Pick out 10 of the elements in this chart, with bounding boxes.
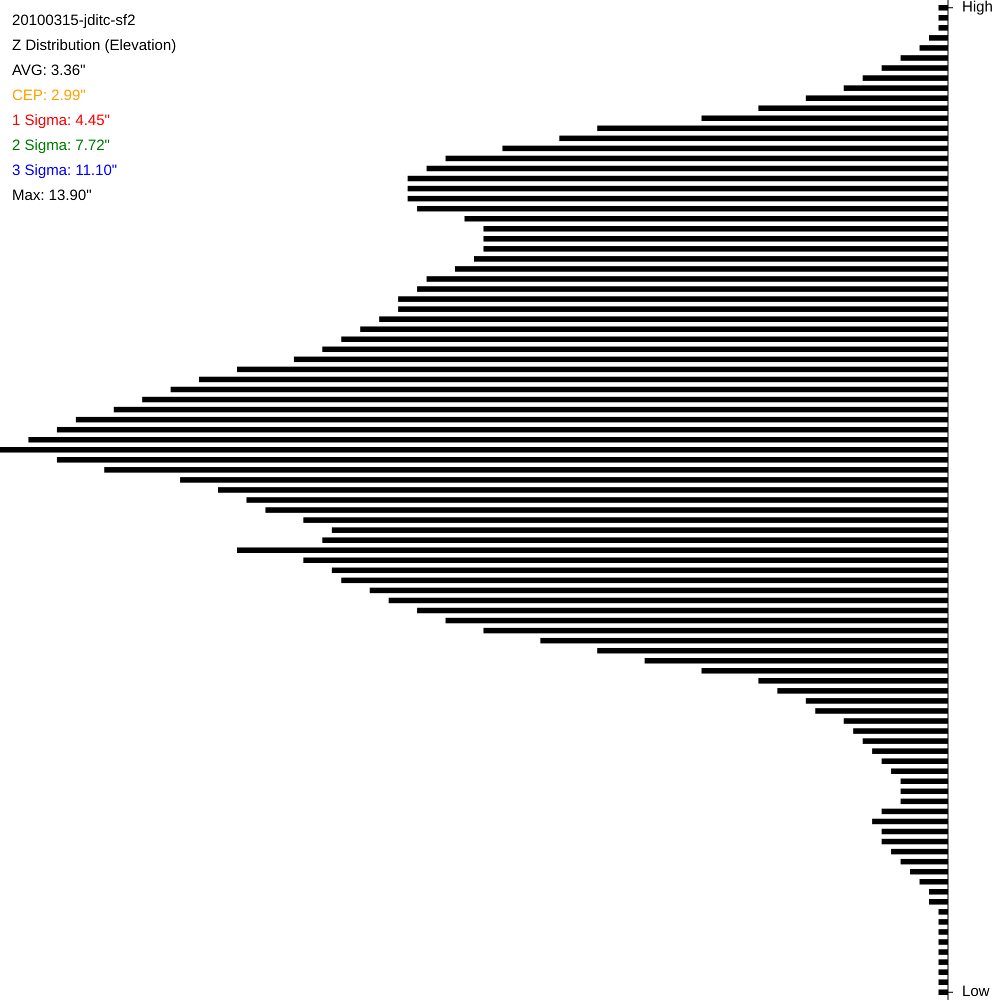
annotation: AVG: 3.36" — [12, 62, 86, 79]
annotation: CEP: 2.99" — [12, 87, 86, 104]
annotation: 3 Sigma: 11.10" — [12, 162, 118, 179]
annotation: 2 Sigma: 7.72" — [12, 137, 110, 154]
annotation: Max: 13.90" — [12, 187, 92, 204]
annotation: 1 Sigma: 4.45" — [12, 112, 110, 129]
y-tick-label: Low — [962, 983, 990, 1000]
text: Z Distribution (Elevation) — [12, 37, 176, 54]
y-tick-label: High — [962, 0, 993, 16]
text: 20100315-jditc-sf2 — [12, 12, 136, 29]
